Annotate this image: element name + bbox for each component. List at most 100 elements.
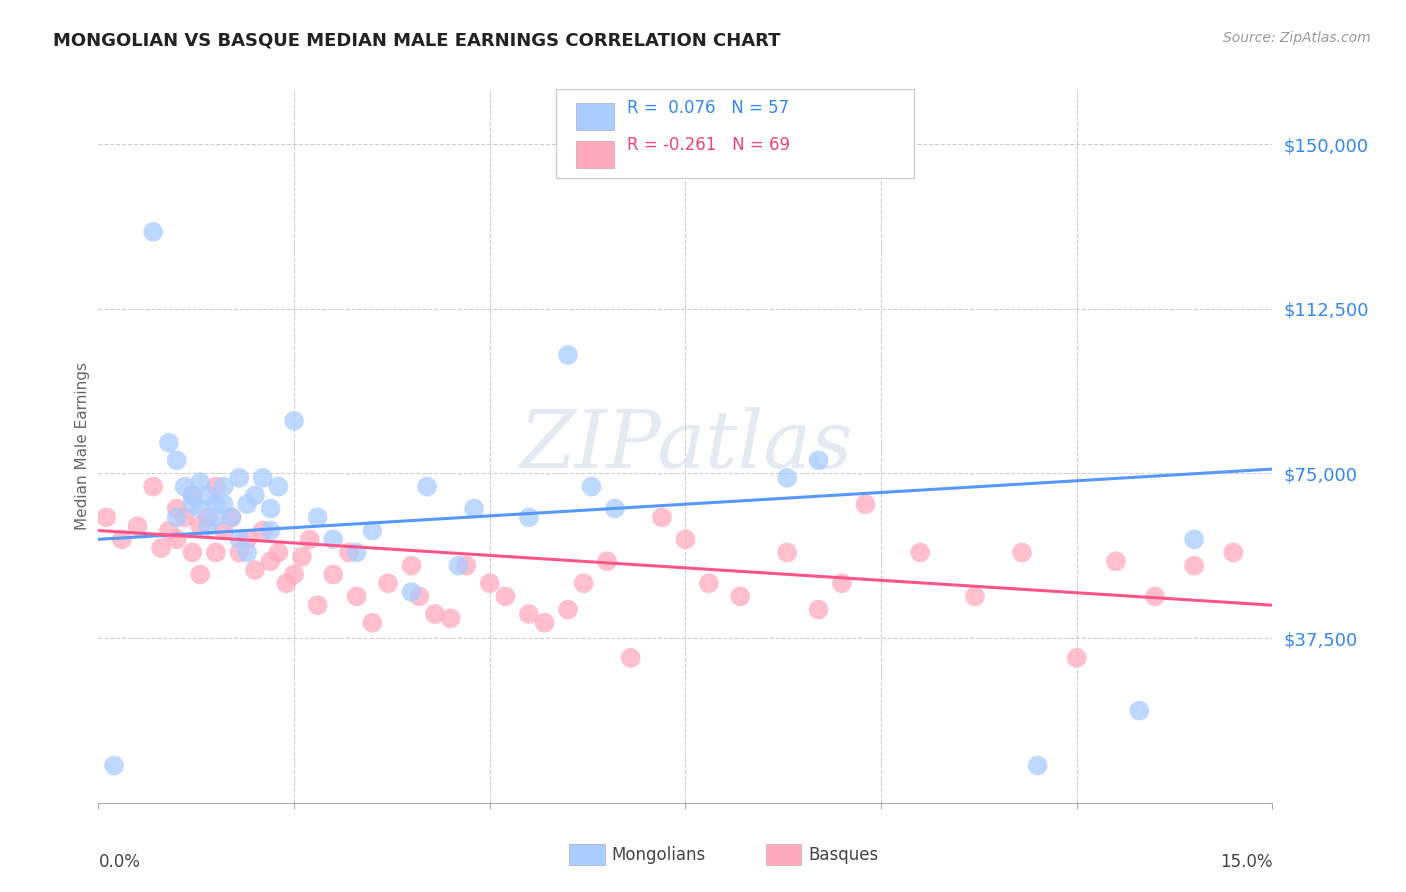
Point [236,497,259,511]
Point [1066,651,1088,665]
Point [456,558,478,573]
Point [423,607,446,621]
Point [603,501,626,516]
Point [103,758,125,772]
Text: Basques: Basques [808,846,879,863]
Point [517,607,540,621]
Point [188,501,211,516]
Point [416,480,439,494]
Point [228,533,250,547]
Point [1128,704,1150,718]
Point [181,488,204,502]
Point [361,524,384,538]
Point [157,524,180,538]
Point [361,615,384,630]
Point [197,519,219,533]
Point [205,545,228,559]
Point [283,414,305,428]
Point [228,471,250,485]
Text: Source: ZipAtlas.com: Source: ZipAtlas.com [1223,31,1371,45]
Point [166,533,188,547]
Text: 0.0%: 0.0% [98,853,141,871]
Point [212,480,235,494]
Point [243,488,266,502]
Point [557,348,579,362]
Point [1222,545,1244,559]
Point [1105,554,1128,568]
Text: 15.0%: 15.0% [1220,853,1272,871]
Point [572,576,595,591]
Point [651,510,673,524]
Point [831,576,853,591]
Point [1026,758,1049,772]
Point [276,576,298,591]
Point [596,554,619,568]
Point [855,497,877,511]
Point [188,475,211,490]
Bar [576,141,614,169]
Point [127,519,149,533]
Point [557,602,579,616]
Point [1182,558,1205,573]
Point [212,524,235,538]
Text: R =  0.076   N = 57: R = 0.076 N = 57 [627,98,789,117]
Point [197,510,219,524]
Point [1011,545,1033,559]
Point [517,510,540,524]
Point [401,558,423,573]
Point [166,453,188,467]
Point [221,510,243,524]
Point [142,225,165,239]
Point [212,497,235,511]
Point [243,563,266,577]
Point [111,533,134,547]
Point [205,480,228,494]
Text: Mongolians: Mongolians [612,846,706,863]
FancyBboxPatch shape [557,89,914,178]
Point [298,533,321,547]
Point [620,651,643,665]
Point [1144,590,1167,604]
Point [221,510,243,524]
Point [267,545,290,559]
Point [259,501,281,516]
Point [259,554,281,568]
Point [440,611,463,625]
Point [697,576,720,591]
Point [205,510,228,524]
Point [228,545,250,559]
Point [377,576,399,591]
Point [252,524,274,538]
Point [807,453,830,467]
Point [181,488,204,502]
Point [252,471,274,485]
Point [259,524,281,538]
Point [478,576,501,591]
Point [267,480,290,494]
Point [322,567,344,582]
Point [236,545,259,559]
Point [307,598,329,612]
Y-axis label: Median Male Earnings: Median Male Earnings [75,362,90,530]
Point [142,480,165,494]
Point [173,480,195,494]
Point [776,471,799,485]
Point [337,545,360,559]
Point [197,488,219,502]
Point [533,615,555,630]
Point [205,497,228,511]
Point [307,510,329,524]
Point [173,510,195,524]
Point [728,590,751,604]
Point [675,533,697,547]
Point [283,567,305,582]
Point [166,501,188,516]
Point [447,558,470,573]
Point [188,519,211,533]
Point [910,545,932,559]
Point [776,545,799,559]
Bar [576,103,614,129]
Point [401,585,423,599]
Text: MONGOLIAN VS BASQUE MEDIAN MALE EARNINGS CORRELATION CHART: MONGOLIAN VS BASQUE MEDIAN MALE EARNINGS… [53,31,780,49]
Text: ZIPatlas: ZIPatlas [519,408,852,484]
